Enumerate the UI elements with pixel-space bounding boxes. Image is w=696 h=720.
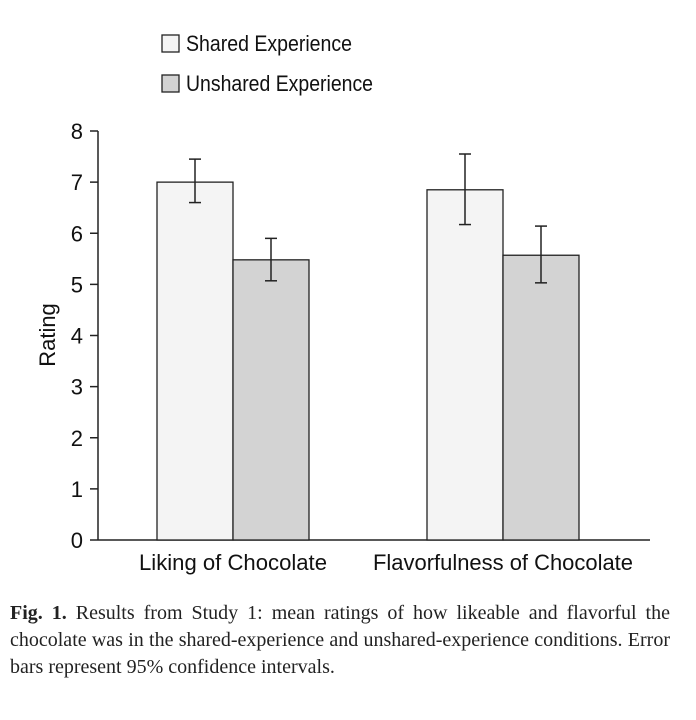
x-tick-label: Liking of Chocolate [139, 550, 327, 575]
y-tick-label: 4 [71, 324, 83, 349]
bars [156, 181, 580, 541]
bar-chart: Shared Experience Unshared Experience 0 1 2… [35, 31, 650, 575]
bar [502, 254, 580, 541]
bar [232, 259, 310, 541]
error-bars [189, 153, 547, 284]
y-tick-label: 5 [71, 272, 83, 297]
bar [156, 181, 234, 541]
y-tick-label: 1 [71, 477, 83, 502]
legend-swatch [161, 74, 180, 93]
axes: 0 1 2 3 4 5 6 7 8 Rating [35, 119, 650, 553]
y-tick-label: 8 [71, 119, 83, 144]
legend-label: Unshared Experience [186, 71, 373, 96]
y-tick-label: 0 [71, 528, 83, 553]
y-tick-label: 6 [71, 221, 83, 246]
x-tick-label: Flavorfulness of Chocolate [373, 550, 633, 575]
y-axis-label: Rating [35, 303, 60, 367]
caption-label: Fig. 1. [10, 602, 67, 624]
legend-swatch [161, 34, 180, 53]
y-tick-label: 7 [71, 170, 83, 195]
bar [426, 189, 504, 541]
category-labels: Liking of Chocolate Flavorfulness of Choc… [139, 550, 633, 575]
caption-text: Results from Study 1: mean ratings of ho… [10, 602, 670, 678]
legend-label: Shared Experience [186, 31, 352, 56]
y-tick-label: 3 [71, 375, 83, 400]
figure-caption: Fig. 1. Results from Study 1: mean ratin… [10, 600, 670, 681]
legend: Shared Experience Unshared Experience [161, 31, 373, 96]
y-tick-label: 2 [71, 426, 83, 451]
